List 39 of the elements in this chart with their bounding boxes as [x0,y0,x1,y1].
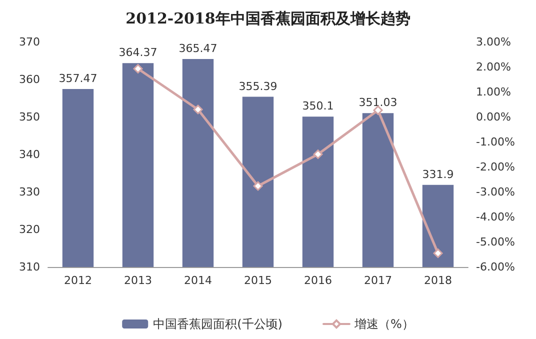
y-tick-label: 370 [19,36,40,48]
y-tick-label: 340 [19,148,40,161]
y2-tick-label: -2.00% [476,160,515,174]
y2-tick-label: 1.00% [476,86,511,98]
legend-label: 增速（%） [353,317,414,331]
x-tick-label: 2018 [424,274,452,287]
x-tick-label: 2014 [184,274,212,287]
y-tick-label: 360 [19,73,40,86]
point [433,248,443,258]
y-tick-label: 310 [19,260,40,274]
x-tick-label: 2017 [364,274,392,287]
y2-tick-label: 3.00% [476,36,511,48]
data-label: 365.47 [178,42,218,55]
data-label: 355.39 [238,80,278,93]
x-tick-label: 2015 [244,274,272,287]
y2-tick-label: -5.00% [476,236,515,248]
point [193,104,203,114]
y2-tick-label: 2.00% [476,60,511,74]
y2-tick-label: -3.00% [476,186,515,198]
data-label: 357.47 [58,72,98,85]
y2-tick-label: -6.00% [476,260,515,274]
y2-tick-label: -1.00% [476,136,515,148]
point [133,64,143,74]
data-label: 331.9 [422,168,454,181]
y-tick-label: 350 [19,110,40,124]
y-tick-label: 330 [19,186,40,198]
y-tick-label: 320 [19,223,40,236]
data-label: 364.37 [118,46,158,60]
legend-label: 中国香蕉园面积(千公顷) [153,317,282,331]
point [253,181,263,191]
x-tick-label: 2012 [64,274,92,287]
y2-tick-label: -4.00% [476,210,515,224]
x-tick-label: 2016 [304,274,332,287]
data-label: 350.1 [302,100,334,113]
point [313,150,323,159]
x-tick-label: 2013 [124,274,152,287]
chart-title: 2012-2018年中国香蕉园面积及增长趋势 [126,10,410,28]
y2-tick-label: 0.00% [476,110,511,124]
data-label: 351.03 [358,96,398,110]
